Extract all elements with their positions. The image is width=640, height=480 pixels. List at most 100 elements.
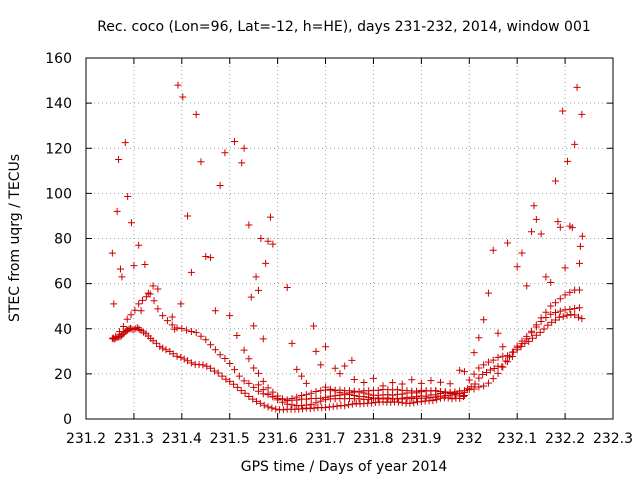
data-point: [192, 110, 200, 118]
data-point: [283, 283, 291, 291]
data-point: [530, 202, 538, 210]
y-tick-label: 100: [45, 186, 72, 202]
data-point: [245, 221, 253, 229]
data-point: [537, 318, 545, 326]
data-point: [307, 400, 315, 408]
y-axis-label: STEC from uqrg / TECUs: [7, 154, 23, 322]
x-tick-label: 232.1: [497, 431, 537, 447]
data-point: [163, 317, 171, 325]
data-point: [542, 313, 550, 321]
data-point: [341, 402, 349, 410]
data-point: [177, 353, 185, 361]
data-point: [499, 352, 507, 360]
data-point: [460, 368, 468, 376]
data-point: [513, 346, 521, 354]
data-point: [331, 387, 339, 395]
data-point: [254, 387, 262, 395]
data-point: [235, 372, 243, 380]
data-point: [394, 398, 402, 406]
data-point: [302, 379, 310, 387]
data-point: [238, 159, 246, 167]
data-point: [264, 237, 272, 245]
data-point: [523, 282, 531, 290]
x-tick-label: 231.8: [353, 431, 393, 447]
x-tick-label: 232.3: [593, 431, 633, 447]
data-point: [259, 386, 267, 394]
data-point: [575, 304, 583, 312]
data-point: [544, 321, 552, 329]
data-point: [184, 357, 192, 365]
data-point: [571, 140, 579, 148]
data-point: [112, 333, 120, 341]
data-point: [389, 379, 397, 387]
data-point: [174, 81, 182, 89]
data-point: [348, 400, 356, 408]
data-point: [547, 310, 555, 318]
data-point: [260, 401, 268, 409]
data-point: [247, 293, 255, 301]
data-point: [226, 312, 234, 320]
data-point: [575, 313, 583, 321]
data-point: [150, 297, 158, 305]
data-point: [141, 260, 149, 268]
data-point: [499, 363, 507, 371]
data-point: [317, 397, 325, 405]
data-point: [245, 392, 253, 400]
data-point: [417, 379, 425, 387]
data-point: [231, 137, 239, 145]
data-point: [207, 341, 215, 349]
data-point: [207, 254, 215, 262]
data-point: [528, 228, 536, 236]
data-point: [322, 396, 330, 404]
data-point: [130, 262, 138, 270]
data-point: [480, 382, 488, 390]
data-point: [233, 332, 241, 340]
data-point: [210, 367, 218, 375]
data-point: [123, 315, 131, 323]
data-point: [168, 313, 176, 321]
data-point: [259, 335, 267, 343]
data-point: [256, 399, 264, 407]
data-point: [142, 293, 150, 301]
data-point: [312, 399, 320, 407]
data-point: [571, 304, 579, 312]
data-point: [518, 340, 526, 348]
data-point: [128, 219, 136, 227]
data-point: [197, 332, 205, 340]
data-point: [149, 282, 157, 290]
data-point: [350, 376, 358, 384]
data-point: [293, 365, 301, 373]
data-point: [180, 355, 188, 363]
data-point: [513, 263, 521, 271]
data-point: [222, 375, 230, 383]
x-tick-label: 231.2: [66, 431, 106, 447]
data-point: [552, 299, 560, 307]
data-point: [214, 369, 222, 377]
data-point: [494, 369, 502, 377]
x-tick-label: 231.6: [258, 431, 298, 447]
data-point: [547, 278, 555, 286]
data-point: [302, 401, 310, 409]
data-point: [408, 376, 416, 384]
data-point: [154, 305, 162, 313]
data-point: [264, 384, 272, 392]
data-point: [554, 218, 562, 226]
data-point: [178, 325, 186, 333]
data-point: [202, 336, 210, 344]
data-point: [259, 377, 267, 385]
data-point: [264, 390, 272, 398]
data-point: [494, 353, 502, 361]
data-point: [555, 313, 563, 321]
data-point: [245, 355, 253, 363]
y-tick-label: 140: [45, 96, 72, 112]
data-point: [523, 335, 531, 343]
data-point: [489, 246, 497, 254]
data-point: [547, 302, 555, 310]
data-point: [250, 322, 258, 330]
data-point: [552, 177, 560, 185]
data-point: [127, 311, 135, 319]
data-point: [216, 351, 224, 359]
data-point: [571, 311, 579, 319]
data-point: [144, 289, 152, 297]
